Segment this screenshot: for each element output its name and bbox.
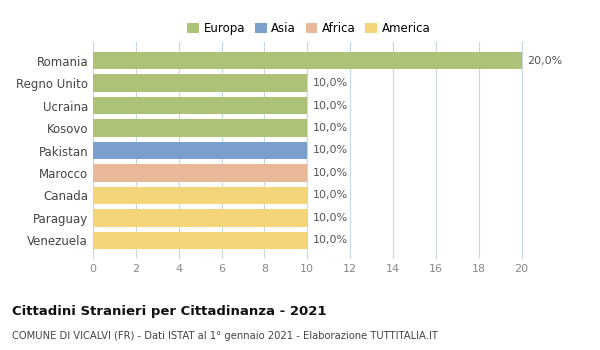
Text: 10,0%: 10,0% [313,235,348,245]
Bar [93,119,307,137]
Text: 10,0%: 10,0% [313,146,348,155]
Bar [93,209,307,227]
Text: 10,0%: 10,0% [313,78,348,88]
Text: 10,0%: 10,0% [313,123,348,133]
Legend: Europa, Asia, Africa, America: Europa, Asia, Africa, America [185,20,433,37]
Text: 10,0%: 10,0% [313,190,348,201]
Bar [93,74,307,92]
Text: Cittadini Stranieri per Cittadinanza - 2021: Cittadini Stranieri per Cittadinanza - 2… [12,304,326,317]
Text: 10,0%: 10,0% [313,213,348,223]
Bar [93,97,307,114]
Bar [93,164,307,182]
Bar [93,187,307,204]
Text: COMUNE DI VICALVI (FR) - Dati ISTAT al 1° gennaio 2021 - Elaborazione TUTTITALIA: COMUNE DI VICALVI (FR) - Dati ISTAT al 1… [12,331,438,341]
Text: 10,0%: 10,0% [313,168,348,178]
Bar [93,142,307,159]
Bar [93,52,521,69]
Bar [93,232,307,249]
Text: 20,0%: 20,0% [527,56,562,66]
Text: 10,0%: 10,0% [313,100,348,111]
